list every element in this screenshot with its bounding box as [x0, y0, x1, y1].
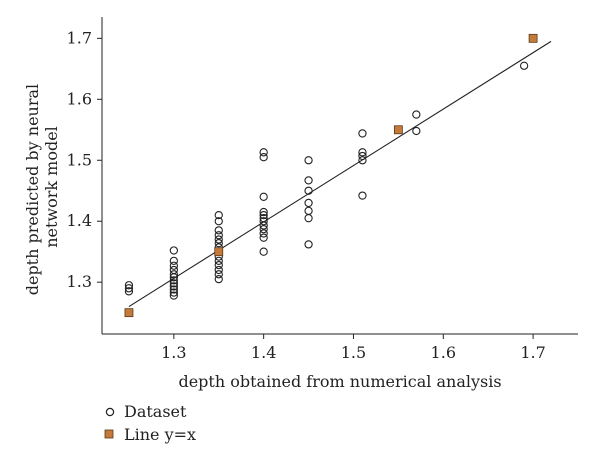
dataset-point	[304, 240, 313, 249]
dataset-point	[259, 210, 268, 220]
fit-line	[128, 40, 552, 308]
dataset-point	[124, 284, 134, 293]
legend-dataset-label: Dataset	[124, 402, 187, 421]
legend-line-label: Line y=x	[124, 425, 196, 444]
dataset-point	[214, 270, 223, 279]
dataset-point	[214, 265, 223, 275]
dataset-point	[304, 198, 313, 208]
dataset-point	[259, 148, 268, 157]
x-tick-label: 1.6	[431, 343, 456, 362]
dataset-point	[304, 214, 313, 223]
dataset-point	[304, 206, 313, 216]
line-yx-point	[214, 247, 224, 257]
x-tick-label: 1.7	[520, 343, 545, 362]
dataset-point	[259, 153, 268, 162]
dataset-point	[169, 291, 178, 300]
dataset-point	[358, 191, 367, 200]
dataset-point	[169, 288, 178, 297]
legend: Dataset Line y=x	[104, 402, 196, 444]
dataset-point	[214, 217, 223, 226]
y-tick-label: 1.4	[67, 211, 92, 230]
dataset-point	[259, 207, 268, 217]
dataset-point	[169, 279, 178, 288]
dataset-point	[519, 61, 529, 70]
dataset-point	[304, 156, 313, 165]
dataset-point	[214, 226, 223, 235]
dataset-point	[169, 265, 178, 275]
dataset-point	[169, 256, 178, 265]
dataset-point	[169, 270, 178, 279]
line-yx-point	[124, 308, 134, 318]
axes: 1.3 1.4 1.5 1.6 1.7 1.3 1.4 1.5 1.6 1.7	[67, 28, 546, 362]
dataset-point	[358, 129, 367, 138]
dataset-point	[169, 282, 178, 291]
dataset-point	[124, 281, 134, 290]
dataset-point	[169, 261, 178, 270]
dataset-point	[304, 186, 313, 195]
x-tick-label: 1.5	[341, 343, 366, 362]
dataset-point	[259, 229, 268, 238]
y-tick-label: 1.5	[67, 150, 92, 169]
legend-dataset-marker	[105, 407, 115, 417]
dataset-point	[259, 192, 268, 201]
dataset-point	[259, 224, 268, 234]
dataset-point	[214, 260, 223, 270]
y-tick-label: 1.3	[67, 272, 92, 291]
dataset-point	[169, 285, 178, 294]
dataset-point	[358, 156, 367, 165]
dataset-point	[259, 233, 268, 242]
dataset-point	[124, 287, 134, 296]
dataset-point	[259, 217, 268, 226]
dataset-point	[214, 231, 223, 240]
dataset-point	[259, 247, 268, 256]
dataset-point	[214, 239, 223, 248]
dataset-point	[358, 148, 367, 157]
dataset-point	[412, 126, 421, 136]
y-axis-label-line-2: network model	[42, 126, 61, 248]
y-axis-label: depth predicted by neural network model	[23, 79, 61, 296]
dataset-point	[412, 110, 421, 119]
x-axis-label: depth obtained from numerical analysis	[178, 372, 501, 391]
y-axis-label-line-1: depth predicted by neural	[23, 84, 42, 295]
x-tick-label: 1.4	[251, 343, 276, 362]
legend-line-marker	[104, 429, 114, 439]
dataset-point	[214, 256, 223, 265]
dataset-point	[214, 235, 223, 244]
line-yx-point	[528, 33, 538, 43]
plot-frame	[101, 17, 578, 335]
y-tick-label: 1.7	[67, 28, 92, 47]
dataset-point	[358, 151, 367, 161]
dataset-point	[169, 276, 178, 285]
y-tick-label: 1.6	[67, 89, 92, 108]
dataset-point	[304, 176, 313, 185]
dataset-point	[169, 246, 178, 255]
line-yx-point	[393, 125, 403, 135]
plot-marks	[124, 33, 552, 318]
dataset-point	[214, 210, 223, 220]
dataset-point	[259, 214, 268, 223]
x-tick-label: 1.3	[161, 343, 186, 362]
dataset-point	[214, 274, 223, 284]
